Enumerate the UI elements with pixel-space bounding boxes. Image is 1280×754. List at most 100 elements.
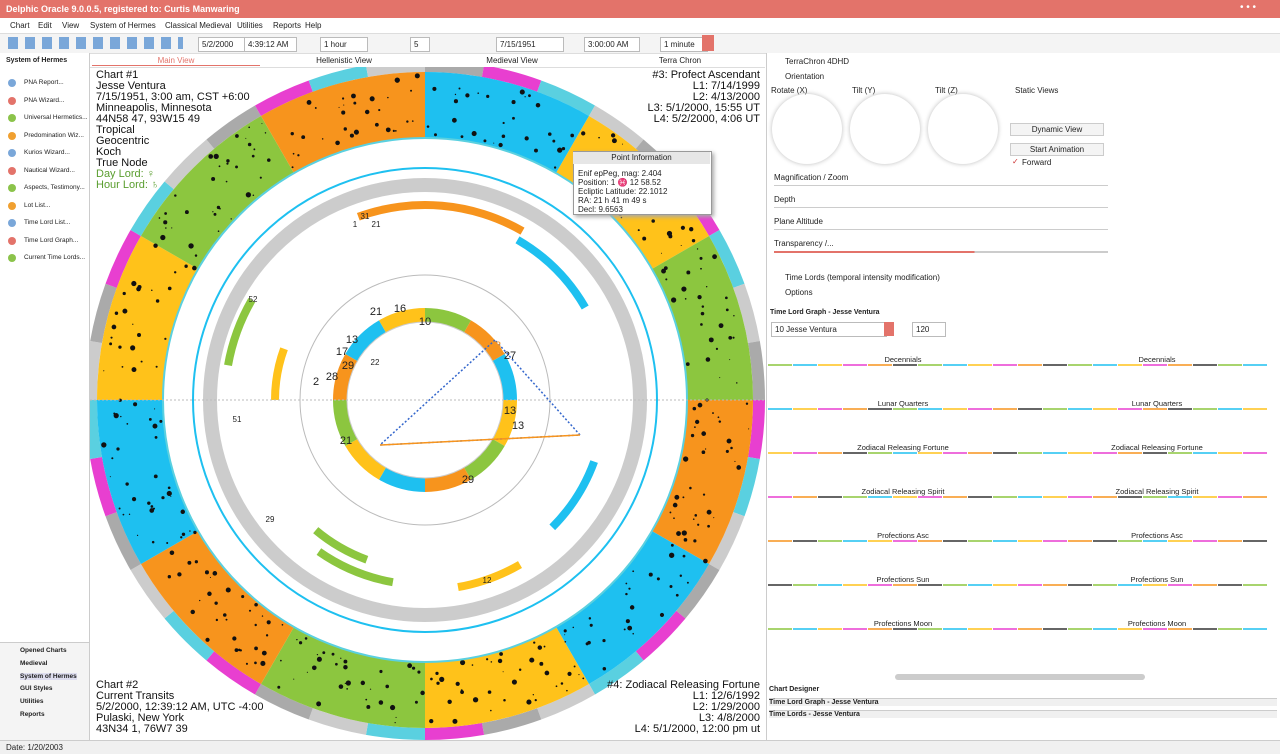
star (253, 148, 256, 151)
star (429, 718, 434, 724)
sidebar-item[interactable]: PNA Wizard... (24, 96, 65, 104)
sidebar-item[interactable]: Time Lord List... (24, 219, 71, 226)
sidebar-item[interactable]: Kurios Wizard... (24, 149, 70, 156)
checkbox[interactable]: ✓ (1012, 157, 1019, 166)
button[interactable]: Dynamic View (1010, 123, 1104, 136)
star (498, 142, 503, 148)
step-field[interactable]: 1 hour (320, 37, 368, 52)
nav-item[interactable]: GUI Styles (20, 685, 53, 693)
years-field[interactable]: 120 (912, 322, 946, 337)
core-segment (464, 320, 505, 361)
star (625, 592, 628, 596)
sidebar-item[interactable]: Universal Hermetics... (24, 114, 88, 121)
star (353, 129, 359, 135)
checkbox-label[interactable]: Forward (1022, 158, 1052, 167)
nav-item[interactable]: Reports (20, 711, 45, 718)
outer-band (365, 723, 425, 740)
sidebar-item[interactable]: Nautical Wizard... (24, 166, 75, 174)
tab[interactable]: Terra Chron (658, 56, 702, 65)
date-field[interactable]: 5/2/2000 (198, 37, 246, 52)
dropdown-button[interactable] (884, 322, 894, 336)
menu-item[interactable]: Classical Medieval (165, 21, 232, 30)
scrollbar[interactable] (895, 674, 1145, 680)
time-field[interactable]: 4:39:12 AM (244, 37, 297, 52)
star (701, 450, 706, 455)
menu-item[interactable]: Chart (10, 21, 30, 30)
star (661, 268, 666, 274)
star (682, 456, 689, 462)
sidebar-item[interactable]: Lot List... (24, 201, 51, 209)
person-select[interactable]: 10 Jesse Ventura (771, 322, 887, 337)
slider[interactable] (774, 229, 1108, 230)
wheel-label: 21 (340, 435, 352, 447)
section-header[interactable]: Time Lords (temporal intensity modificat… (785, 273, 940, 282)
nav-item[interactable]: Opened Charts (20, 647, 67, 654)
section-header[interactable]: Orientation (785, 72, 825, 81)
wheel-label: 13 (504, 405, 516, 417)
star (718, 420, 722, 423)
tab[interactable]: Medieval View (486, 56, 538, 65)
star (700, 267, 702, 270)
dial[interactable] (772, 94, 842, 164)
star (486, 94, 490, 98)
section-header[interactable]: Options (785, 288, 813, 297)
star (301, 135, 306, 140)
star (331, 652, 335, 656)
star (705, 357, 711, 362)
wheel-label: 28 (326, 371, 338, 383)
star (171, 227, 173, 229)
count-field[interactable]: 5 (410, 37, 430, 52)
star (214, 601, 218, 605)
window-controls[interactable]: • • • (1240, 2, 1257, 13)
popup-line: RA: 21 h 41 m 49 s (578, 196, 647, 205)
dial[interactable] (850, 94, 920, 164)
menu-item[interactable]: Reports (273, 21, 302, 30)
toolbar (0, 34, 1280, 54)
toolbar-icons[interactable] (8, 37, 183, 49)
time-field[interactable]: 3:00:00 AM (584, 37, 640, 52)
nav-item[interactable]: System of Hermes (20, 672, 77, 680)
sign-segment (97, 236, 199, 400)
sidebar-item[interactable]: PNA Report... (24, 79, 64, 86)
chart-info: Pulaski, New York (96, 712, 185, 724)
sidebar-item[interactable]: Predomination Wiz... (24, 131, 84, 139)
menu-item[interactable]: Help (305, 21, 322, 30)
tab[interactable]: Hellenistic View (316, 56, 372, 65)
button[interactable]: Start Animation (1010, 143, 1104, 156)
slider[interactable] (774, 207, 1108, 208)
star (394, 722, 396, 724)
step-field[interactable]: 1 minute (660, 37, 708, 52)
popup-line: Enif epPeg, mag: 2.404 (578, 169, 662, 178)
sidebar-item[interactable]: Aspects, Testimony... (24, 184, 85, 191)
tab[interactable]: Main View (92, 56, 260, 66)
nav-item[interactable]: Utilities (20, 698, 44, 706)
star (298, 641, 303, 645)
sidebar-item[interactable]: Time Lord Graph... (24, 236, 79, 244)
star (128, 513, 131, 516)
star (170, 495, 172, 497)
dial[interactable] (928, 94, 998, 164)
dropdown-button[interactable] (702, 35, 714, 51)
star (411, 666, 416, 670)
star (140, 360, 143, 363)
doc-tab[interactable]: Time Lords - Jesse Ventura (769, 710, 1277, 718)
aspect-arc (515, 236, 589, 310)
star (696, 248, 699, 250)
star (254, 646, 258, 651)
section-header[interactable]: TerraChron 4DHD (785, 57, 850, 66)
chart-info: L1: 12/6/1992 (692, 690, 760, 702)
sidebar-item[interactable]: Current Time Lords... (24, 254, 86, 261)
nav-item[interactable]: Medieval (20, 659, 48, 667)
slider[interactable] (774, 185, 1108, 186)
menu-item[interactable]: Utilities (237, 21, 263, 30)
menu-item[interactable]: Edit (38, 21, 52, 30)
date-field[interactable]: 7/15/1951 (496, 37, 564, 52)
menu-item[interactable]: System of Hermes (90, 21, 156, 30)
star (680, 244, 682, 247)
star (695, 419, 700, 424)
star (426, 125, 430, 128)
doc-tab[interactable]: Time Lord Graph - Jesse Ventura (769, 698, 1277, 706)
slider[interactable] (774, 251, 1108, 253)
menu-item[interactable]: View (62, 21, 80, 30)
star (537, 645, 543, 650)
